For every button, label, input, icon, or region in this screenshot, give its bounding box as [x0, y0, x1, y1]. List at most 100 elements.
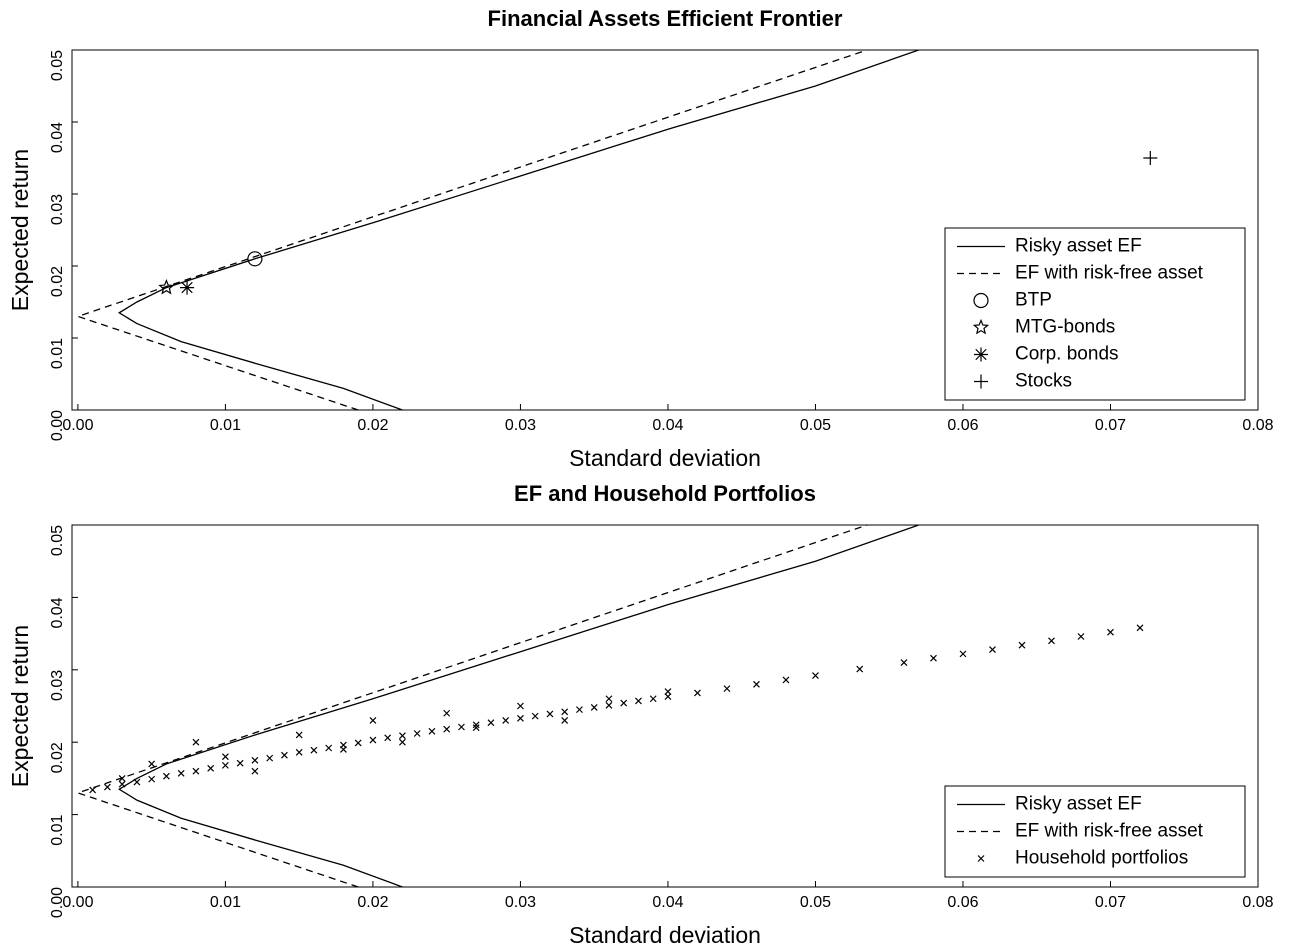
point	[605, 695, 613, 703]
point	[635, 697, 642, 705]
x-tick-label: 0.03	[505, 894, 536, 911]
legend-swatch	[974, 374, 988, 389]
point	[295, 731, 303, 739]
point	[561, 708, 569, 716]
point	[782, 676, 790, 684]
y-tick-label: 0.05	[49, 525, 66, 556]
y-tick-label: 0.01	[49, 814, 66, 845]
point	[369, 717, 377, 724]
point	[1018, 641, 1026, 649]
y-tick-label: 0.03	[49, 670, 66, 701]
x-tick-label: 0.04	[652, 894, 683, 911]
point	[723, 685, 731, 693]
point	[369, 736, 377, 744]
y-tick-label: 0.04	[49, 122, 66, 153]
ef-line	[117, 49, 919, 411]
point	[458, 723, 465, 731]
point	[148, 775, 156, 783]
x-tick-label: 0.04	[652, 417, 683, 434]
point	[247, 251, 263, 267]
y-tick-label: 0.00	[49, 410, 66, 441]
point	[649, 695, 657, 703]
point	[428, 727, 436, 735]
y-tick-label: 0.01	[49, 338, 66, 369]
plot-frame	[71, 49, 1259, 411]
legend-label: Household portfolios	[1015, 848, 1188, 869]
point	[517, 702, 524, 710]
point	[605, 701, 613, 709]
point	[443, 709, 451, 717]
point	[1143, 151, 1158, 165]
x-tick-label: 0.07	[1095, 894, 1126, 911]
point	[207, 764, 215, 772]
point	[148, 760, 156, 768]
legend-label: Stocks	[1015, 371, 1072, 392]
x-tick-label: 0.06	[947, 417, 978, 434]
legend-label: BTP	[1015, 290, 1052, 311]
point	[221, 753, 229, 761]
legend-swatch	[972, 318, 990, 335]
y-tick-label: 0.04	[49, 597, 66, 628]
point	[472, 724, 480, 732]
legend-swatch	[977, 855, 985, 862]
point	[180, 280, 195, 295]
point	[192, 738, 200, 746]
legend-label: EF with risk-free asset	[1015, 263, 1204, 284]
point	[236, 759, 244, 767]
point	[310, 746, 318, 754]
legend-swatch	[973, 292, 989, 309]
legend-label: Risky asset EF	[1015, 794, 1142, 815]
point	[133, 778, 141, 786]
x-tick-label: 0.05	[800, 417, 831, 434]
point	[162, 772, 170, 780]
point	[664, 693, 672, 701]
point	[856, 665, 864, 673]
y-tick-label: 0.02	[49, 266, 66, 297]
point	[118, 780, 126, 788]
point	[561, 717, 569, 724]
point	[221, 761, 229, 769]
legend-label: Risky asset EF	[1015, 236, 1142, 257]
point	[472, 721, 480, 729]
point	[354, 739, 362, 747]
legend-box	[944, 227, 1246, 401]
point	[280, 751, 288, 759]
point	[339, 746, 347, 753]
point	[103, 783, 111, 791]
x-axis-label: Standard deviation	[569, 445, 761, 471]
legend-label: MTG-bonds	[1015, 317, 1115, 338]
point	[517, 714, 524, 722]
ef-line	[117, 524, 919, 888]
point	[576, 706, 583, 714]
point	[384, 734, 392, 742]
point	[1048, 637, 1055, 645]
point	[502, 717, 510, 724]
point	[192, 767, 200, 775]
point	[295, 748, 303, 756]
point	[664, 688, 672, 695]
point	[118, 774, 126, 782]
point	[89, 786, 97, 794]
point	[1107, 628, 1114, 636]
x-tick-label: 0.06	[947, 894, 978, 911]
x-tick-label: 0.03	[505, 417, 536, 434]
x-tick-label: 0.08	[1242, 417, 1273, 434]
point	[959, 650, 967, 658]
chart-title: Financial Assets Efficient Frontier	[488, 6, 843, 31]
point	[620, 699, 628, 707]
point	[266, 754, 274, 762]
point	[1077, 633, 1085, 640]
point	[930, 654, 937, 662]
legend-swatch	[974, 347, 988, 362]
x-tick-label: 0.01	[210, 417, 241, 434]
point	[812, 672, 819, 680]
x-tick-label: 0.00	[62, 894, 93, 911]
x-tick-label: 0.05	[800, 894, 831, 911]
point	[399, 732, 406, 740]
ef-line	[75, 49, 868, 411]
y-axis-label: Expected return	[7, 625, 33, 787]
point	[158, 279, 175, 295]
legend-label: EF with risk-free asset	[1015, 821, 1204, 842]
point	[531, 712, 539, 720]
